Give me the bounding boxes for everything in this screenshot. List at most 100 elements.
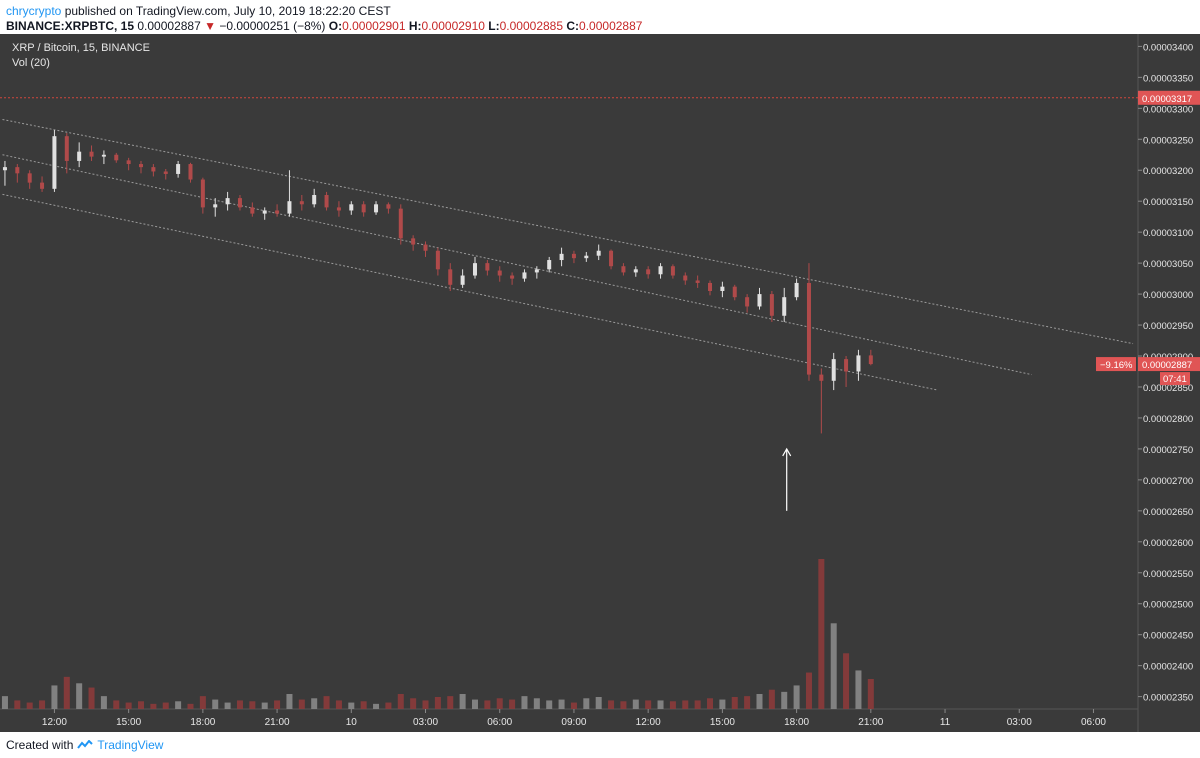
x-tick-label: 15:00: [116, 717, 141, 728]
y-tick-label: 0.00003050: [1143, 259, 1193, 270]
volume-bar: [311, 698, 318, 709]
close-label: C:: [566, 19, 580, 33]
candle-body: [485, 263, 490, 271]
candle-body: [868, 355, 873, 365]
volume-bar: [397, 694, 404, 709]
volume-bar: [608, 700, 615, 709]
volume-bar: [583, 698, 590, 709]
arrow-head-icon: [782, 447, 792, 457]
y-tick-label: 0.00002450: [1143, 631, 1193, 642]
candle-body: [547, 260, 552, 270]
high-value: 0.00002910: [421, 19, 485, 33]
candle-body: [720, 286, 725, 291]
volume-bar: [360, 701, 367, 709]
volume-bar: [731, 697, 738, 709]
candle-body: [275, 210, 280, 214]
candle-body: [683, 275, 688, 281]
candle-body: [806, 282, 811, 375]
candle-body: [77, 151, 82, 161]
high-label: H:: [408, 19, 422, 33]
volume-bar: [422, 700, 429, 709]
volume-bar: [14, 700, 21, 709]
candle-body: [559, 253, 564, 261]
candle-body: [349, 204, 354, 211]
candle-body: [139, 164, 144, 168]
volume-bar: [212, 699, 219, 709]
volume-bar: [867, 679, 874, 709]
candle-body: [312, 195, 317, 205]
candle-body: [287, 201, 292, 214]
alert-price-tag: [1138, 90, 1200, 105]
volume-bar: [744, 696, 751, 709]
legend-title: XRP / Bitcoin, 15, BINANCE: [12, 42, 150, 54]
candle-body: [472, 263, 477, 276]
volume-bar: [373, 703, 380, 709]
candle-body: [250, 207, 255, 214]
symbol-label: BINANCE:XRPBTC, 15: [6, 19, 135, 33]
alert-price-label: 0.00003317: [1142, 94, 1192, 105]
tradingview-brand-link[interactable]: TradingView: [97, 738, 164, 752]
last-price-label: 0.00002887: [1142, 360, 1192, 371]
volume-bar: [51, 685, 58, 709]
x-tick-label: 11: [940, 717, 951, 728]
countdown-label: 07:41: [1163, 374, 1187, 385]
candle-body: [64, 136, 69, 161]
legend-volume: Vol (20): [12, 57, 50, 69]
y-tick-label: 0.00002500: [1143, 600, 1193, 611]
candle-body: [844, 359, 849, 372]
change-value: −0.00000251 (−8%): [219, 19, 326, 33]
volume-bar: [261, 702, 268, 709]
volume-bar: [793, 685, 800, 709]
candle-body: [89, 151, 94, 157]
volume-bar: [447, 696, 454, 709]
volume-bar: [521, 696, 528, 709]
x-tick-label: 09:00: [561, 717, 586, 728]
publish-line: chrycrypto published on TradingView.com,…: [6, 4, 391, 18]
candle-body: [188, 164, 193, 180]
candle-body: [819, 374, 824, 381]
x-tick-label: 18:00: [190, 717, 215, 728]
price-chart[interactable]: XRP / Bitcoin, 15, BINANCE Vol (20) 0.00…: [0, 34, 1200, 732]
volume-bar: [558, 699, 565, 709]
low-value: 0.00002885: [499, 19, 564, 33]
pct-change-tag: [1096, 357, 1136, 372]
candle-body: [584, 255, 589, 259]
candle-body: [361, 204, 366, 213]
volume-bar: [657, 700, 664, 709]
volume-bar: [459, 694, 466, 709]
candle-body: [411, 238, 416, 245]
volume-bar: [434, 697, 441, 709]
x-tick-label: 06:00: [487, 717, 512, 728]
x-tick-label: 03:00: [1007, 717, 1032, 728]
volume-bar: [471, 699, 478, 709]
y-tick-label: 0.00002350: [1143, 693, 1193, 704]
volume-bar: [274, 700, 281, 709]
candle-body: [732, 286, 737, 298]
volume-bar: [1, 696, 8, 709]
author-link[interactable]: chrycrypto: [6, 4, 62, 18]
volume-bar: [496, 698, 503, 709]
volume-bar: [138, 701, 145, 709]
y-tick-label: 0.00002800: [1143, 414, 1193, 425]
volume-bar: [150, 703, 157, 709]
pct-change-label: −9.16%: [1100, 360, 1133, 371]
volume-bar: [100, 696, 107, 709]
created-with-label: Created with: [6, 738, 74, 752]
candle-body: [534, 269, 539, 273]
volume-bar: [669, 701, 676, 709]
price-axis[interactable]: 0.00003400 0.00003350 0.00003300 0.00003250…: [1138, 42, 1193, 704]
channel-lines: [2, 118, 1134, 391]
time-axis[interactable]: 12:00 15:00 18:00 21:00 10 03:00 06:00 09:00 12:…: [42, 709, 1107, 728]
y-tick-label: 0.00002700: [1143, 476, 1193, 487]
candle-body: [225, 198, 230, 205]
x-tick-label: 18:00: [784, 717, 809, 728]
change-arrow-icon: ▼: [204, 19, 216, 33]
volume-bar: [385, 702, 392, 709]
candle-body: [596, 250, 601, 256]
x-tick-label: 03:00: [413, 717, 438, 728]
chart-canvas[interactable]: XRP / Bitcoin, 15, BINANCE Vol (20) 0.00…: [0, 34, 1200, 732]
candle-body: [2, 167, 7, 171]
created-with: Created with TradingView: [6, 738, 163, 752]
x-tick-label: 21:00: [265, 717, 290, 728]
volume-bar: [410, 698, 417, 709]
